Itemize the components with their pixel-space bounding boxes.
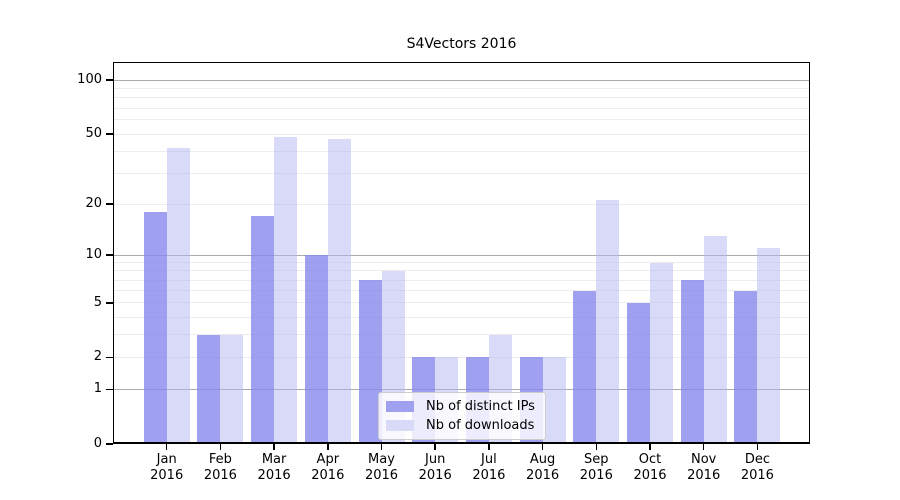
legend-entry-distinct-ips: Nb of distinct IPs: [386, 399, 537, 414]
major-gridline-100: [113, 79, 810, 81]
y-tick-label-2: 2: [93, 349, 102, 365]
minor-gridline-80: [113, 97, 810, 99]
y-tick-label-100: 100: [77, 72, 102, 88]
x-tick-label-sep: Sep 2016: [579, 452, 613, 483]
minor-gridline-90: [113, 87, 810, 89]
y-tick-1: [106, 388, 113, 391]
y-tick-2: [106, 356, 113, 359]
legend-swatch-downloads-icon: [386, 420, 414, 431]
x-tick-label-jul: Jul 2016: [472, 452, 506, 483]
legend-label-downloads: Nb of downloads: [426, 418, 535, 433]
minor-gridline-60: [113, 119, 810, 121]
x-tick-may: [380, 444, 383, 450]
x-tick-label-apr: Apr 2016: [311, 452, 345, 483]
x-tick-sep: [595, 444, 598, 450]
legend-swatch-distinct-ips-icon: [386, 401, 414, 412]
y-tick-label-10: 10: [85, 246, 102, 262]
x-tick-label-jan: Jan 2016: [150, 452, 184, 483]
bar-ips-apr: [304, 255, 328, 444]
x-tick-oct: [649, 444, 651, 450]
minor-gridline-5: [113, 302, 810, 304]
x-tick-label-aug: Aug 2016: [526, 452, 560, 483]
minor-gridline-40: [113, 150, 810, 152]
major-gridline-1: [113, 388, 810, 390]
y-tick-100: [106, 79, 113, 81]
bar-downloads-apr: [327, 138, 351, 444]
minor-gridline-70: [113, 107, 810, 109]
minor-gridline-8: [113, 270, 810, 272]
y-tick-label-0: 0: [93, 436, 102, 451]
minor-gridline-6: [113, 290, 810, 292]
y-tick-0: [106, 443, 113, 445]
y-tick-label-5: 5: [93, 294, 102, 310]
bar-downloads-feb: [220, 334, 244, 444]
plot-area: [113, 62, 810, 444]
chart-title: S4Vectors 2016: [406, 36, 517, 52]
x-tick-jun: [434, 444, 436, 450]
y-tick-10: [106, 254, 113, 256]
x-tick-label-mar: Mar 2016: [257, 452, 291, 483]
x-tick-label-oct: Oct 2016: [633, 452, 667, 483]
bar-ips-jan: [143, 211, 167, 444]
bar-downloads-jan: [166, 147, 190, 444]
bar-ips-dec: [734, 290, 758, 444]
bar-downloads-oct: [650, 262, 673, 444]
minor-gridline-2: [113, 356, 810, 358]
x-tick-aug: [541, 444, 544, 450]
major-gridline-10: [113, 254, 810, 256]
bar-downloads-aug: [542, 357, 566, 444]
bar-ips-mar: [251, 216, 275, 444]
x-tick-nov: [702, 444, 705, 450]
minor-gridline-20: [113, 203, 810, 205]
y-tick-label-50: 50: [85, 126, 102, 142]
x-tick-label-dec: Dec 2016: [740, 452, 774, 483]
bar-downloads-dec: [757, 248, 781, 444]
legend-label-distinct-ips: Nb of distinct IPs: [426, 399, 535, 414]
x-tick-label-feb: Feb 2016: [203, 452, 237, 483]
minor-gridline-7: [113, 279, 810, 281]
bar-ips-oct: [627, 302, 650, 444]
x-tick-jul: [488, 444, 490, 450]
minor-gridline-50: [113, 133, 810, 135]
y-tick-20: [106, 203, 113, 205]
y-tick-label-1: 1: [93, 381, 102, 397]
minor-gridline-4: [113, 316, 810, 318]
x-tick-label-nov: Nov 2016: [687, 452, 721, 483]
bar-downloads-mar: [274, 137, 298, 444]
bar-ips-may: [358, 280, 382, 444]
legend: Nb of distinct IPs Nb of downloads: [378, 392, 546, 440]
y-tick-50: [106, 133, 113, 135]
bar-ips-sep: [573, 290, 597, 444]
bar-downloads-nov: [703, 235, 727, 444]
y-tick-label-20: 20: [85, 196, 102, 212]
minor-gridline-3: [113, 334, 810, 336]
x-tick-dec: [756, 444, 759, 450]
minor-gridline-30: [113, 172, 810, 174]
x-tick-mar: [273, 444, 275, 450]
x-tick-label-jun: Jun 2016: [418, 452, 452, 483]
bar-downloads-sep: [596, 200, 620, 444]
bar-ips-feb: [197, 334, 221, 444]
y-tick-5: [106, 302, 113, 304]
x-tick-label-may: May 2016: [364, 452, 399, 483]
x-tick-feb: [219, 444, 222, 450]
x-tick-apr: [327, 444, 329, 450]
legend-entry-downloads: Nb of downloads: [386, 418, 537, 433]
minor-gridline-9: [113, 262, 810, 263]
x-tick-jan: [165, 444, 168, 450]
bar-ips-nov: [680, 280, 704, 444]
